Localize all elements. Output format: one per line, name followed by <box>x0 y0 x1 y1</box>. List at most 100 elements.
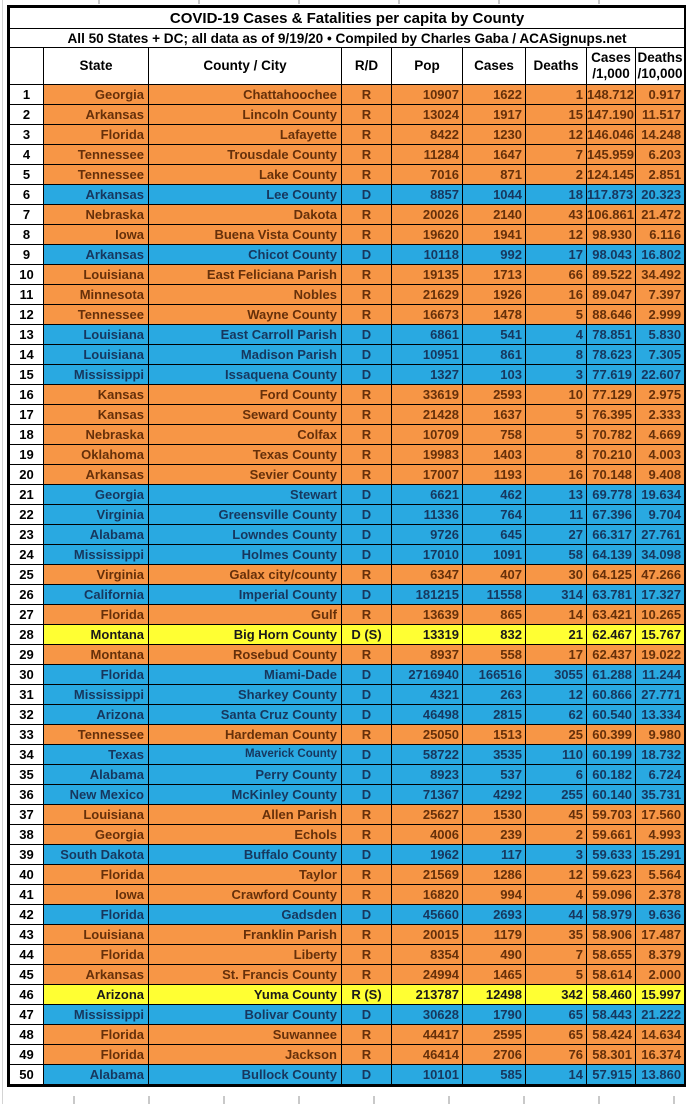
state-cell: Montana <box>43 644 149 665</box>
table-row: 22 Virginia Greensville County D 11336 764 11 6… <box>9 504 686 525</box>
pop-cell: 21629 <box>391 284 463 305</box>
state-cell: Mississippi <box>43 1004 149 1025</box>
pop-cell: 13639 <box>391 604 463 625</box>
cases-per-1000-cell: 59.661 <box>586 824 636 845</box>
state-cell: Louisiana <box>43 344 149 365</box>
county-cell: Ford County <box>148 384 342 405</box>
deaths-cell: 5 <box>525 964 587 985</box>
cases-per-1000-cell: 60.182 <box>586 764 636 785</box>
rank-cell: 17 <box>9 404 44 425</box>
state-cell: Arizona <box>43 704 149 725</box>
table-row: 16 Kansas Ford County R 33619 2593 10 77.129 2.9… <box>9 384 686 405</box>
county-cell: Echols <box>148 824 342 845</box>
rd-cell: R <box>341 444 392 465</box>
cases-cell: 1179 <box>462 924 526 945</box>
table-row: 31 Mississippi Sharkey County D 4321 263 12 60.… <box>9 684 686 705</box>
county-cell: Lafayette <box>148 124 342 145</box>
deaths-per-10000-cell: 17.327 <box>634 584 686 605</box>
deaths-per-10000-cell: 9.980 <box>634 724 686 745</box>
county-cell: Imperial County <box>148 584 342 605</box>
cases-cell: 1091 <box>462 544 526 565</box>
covid-county-table: COVID-19 Cases & Fatalities per capita b… <box>7 5 686 1087</box>
county-cell: Chicot County <box>148 244 342 265</box>
rd-cell: D <box>341 784 392 805</box>
rank-cell: 14 <box>9 344 44 365</box>
rd-cell: R <box>341 224 392 245</box>
deaths-cell: 66 <box>525 264 587 285</box>
rank-cell: 44 <box>9 944 44 965</box>
pop-cell: 181215 <box>391 584 463 605</box>
state-cell: Arizona <box>43 984 149 1005</box>
deaths-cell: 342 <box>525 984 587 1005</box>
deaths-per-10000-cell: 6.116 <box>634 224 686 245</box>
cases-cell: 1230 <box>462 124 526 145</box>
county-cell: Allen Parish <box>148 804 342 825</box>
deaths-per-10000-cell: 4.669 <box>634 424 686 445</box>
deaths-cell: 3055 <box>525 664 587 685</box>
cases-cell: 2706 <box>462 1044 526 1065</box>
county-cell: Nobles <box>148 284 342 305</box>
deaths-cell: 44 <box>525 904 587 925</box>
rank-cell: 28 <box>9 624 44 645</box>
county-cell: Holmes County <box>148 544 342 565</box>
rd-cell: D <box>341 664 392 685</box>
deaths-per-10000-cell: 16.374 <box>634 1044 686 1065</box>
county-cell: Yuma County <box>148 984 342 1005</box>
deaths-per-10000-cell: 13.334 <box>634 704 686 725</box>
deaths-cell: 30 <box>525 564 587 585</box>
cases-cell: 645 <box>462 524 526 545</box>
county-cell: Colfax <box>148 424 342 445</box>
rd-cell: D (S) <box>341 624 392 645</box>
table-row: 32 Arizona Santa Cruz County D 46498 2815 62 60… <box>9 704 686 725</box>
cases-per-1000-cell: 60.140 <box>586 784 636 805</box>
table-row: 49 Florida Jackson R 46414 2706 76 58.301 16.374 <box>9 1044 686 1065</box>
county-cell: Maverick County <box>148 744 342 765</box>
state-cell: Virginia <box>43 504 149 525</box>
county-cell: Trousdale County <box>148 144 342 165</box>
rd-cell: R <box>341 464 392 485</box>
table-row: 9 Arkansas Chicot County D 10118 992 17 98.043 1… <box>9 244 686 265</box>
rd-cell: D <box>341 344 392 365</box>
rd-cell: D <box>341 524 392 545</box>
pop-cell: 6861 <box>391 324 463 345</box>
deaths-cell: 7 <box>525 944 587 965</box>
deaths-cell: 3 <box>525 364 587 385</box>
rank-cell: 37 <box>9 804 44 825</box>
pop-cell: 9726 <box>391 524 463 545</box>
deaths-cell: 18 <box>525 184 587 205</box>
table-row: 12 Tennessee Wayne County R 16673 1478 5 88.646… <box>9 304 686 325</box>
cases-per-1000-cell: 59.703 <box>586 804 636 825</box>
pop-cell: 8923 <box>391 764 463 785</box>
deaths-per-10000-cell: 27.771 <box>634 684 686 705</box>
state-cell: Georgia <box>43 484 149 505</box>
state-cell: Arkansas <box>43 184 149 205</box>
cases-per-1000-cell: 89.047 <box>586 284 636 305</box>
state-cell: Nebraska <box>43 204 149 225</box>
rd-cell: D <box>341 904 392 925</box>
county-cell: Buena Vista County <box>148 224 342 245</box>
county-cell: Texas County <box>148 444 342 465</box>
cases-per-1000-cell: 78.851 <box>586 324 636 345</box>
cases-cell: 865 <box>462 604 526 625</box>
pop-cell: 8354 <box>391 944 463 965</box>
deaths-cell: 65 <box>525 1024 587 1045</box>
state-cell: Virginia <box>43 564 149 585</box>
state-cell: Oklahoma <box>43 444 149 465</box>
county-cell: East Feliciana Parish <box>148 264 342 285</box>
table-row: 3 Florida Lafayette R 8422 1230 12 146.046 14.24… <box>9 124 686 145</box>
rd-cell: D <box>341 744 392 765</box>
rd-cell: R <box>341 124 392 145</box>
rank-cell: 47 <box>9 1004 44 1025</box>
cases-cell: 2693 <box>462 904 526 925</box>
rd-cell: R (S) <box>341 984 392 1005</box>
cases-cell: 1713 <box>462 264 526 285</box>
table-row: 50 Alabama Bullock County D 10101 585 14 57.915… <box>9 1064 686 1085</box>
deaths-per-10000-cell: 19.634 <box>634 484 686 505</box>
deaths-per-10000-cell: 35.731 <box>634 784 686 805</box>
table-row: 28 Montana Big Horn County D (S) 13319 832 21 6… <box>9 624 686 645</box>
table-row: 18 Nebraska Colfax R 10709 758 5 70.782 4.669 <box>9 424 686 445</box>
rank-cell: 25 <box>9 564 44 585</box>
deaths-cell: 25 <box>525 724 587 745</box>
cases-cell: 1403 <box>462 444 526 465</box>
cases-cell: 861 <box>462 344 526 365</box>
